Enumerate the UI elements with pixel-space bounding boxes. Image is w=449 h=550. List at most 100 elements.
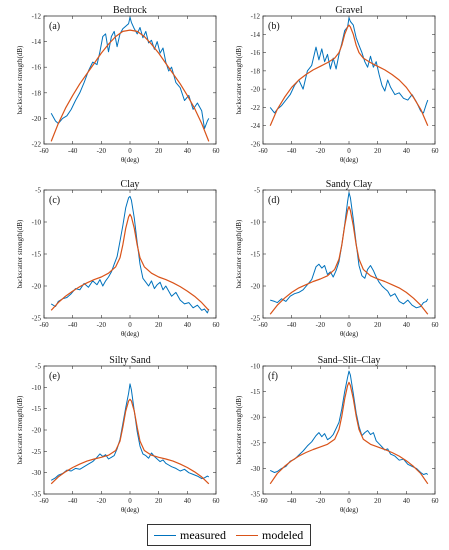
- y-tick-label: -16: [32, 64, 42, 72]
- chart-panel-3: -60 -40 -20 0 20 40 60 -25 -20 -15 -10 -5 Clay (c) θ(d…: [16, 179, 220, 338]
- chart-title: Silty Sand: [109, 355, 150, 366]
- panel-letter: (d): [268, 195, 280, 206]
- panel-letter: (c): [49, 195, 60, 206]
- chart-title: Sand–Slit–Clay: [318, 355, 381, 366]
- y-axis-label: backscatter strength(dB): [235, 45, 243, 114]
- x-tick-label: -60: [258, 321, 268, 329]
- series-line-measured: [50, 383, 210, 481]
- y-tick-label: -30: [32, 469, 42, 477]
- x-axis-label: θ(deg): [121, 506, 140, 514]
- y-tick-label: -10: [251, 219, 261, 227]
- plot-frame: [262, 15, 436, 145]
- series-line-modeled: [50, 29, 210, 142]
- x-tick-label: 0: [347, 147, 351, 155]
- y-tick-label: -12: [251, 13, 261, 21]
- x-tick-label: 60: [213, 147, 221, 155]
- x-tick-label: 40: [184, 321, 192, 329]
- chart-panel-4: -60 -40 -20 0 20 40 60 -25 -20 -15 -10 -5 Sandy Clay…: [235, 179, 439, 338]
- legend-measured-swatch: [154, 534, 176, 536]
- y-tick-label: -22: [32, 141, 42, 149]
- x-tick-label: -20: [316, 321, 326, 329]
- y-tick-label: -20: [32, 283, 42, 291]
- y-axis-label: backscatter strength(dB): [235, 219, 243, 288]
- x-axis-label: θ(deg): [121, 330, 140, 338]
- y-tick-label: -20: [251, 414, 261, 422]
- x-tick-label: 40: [403, 147, 411, 155]
- y-tick-label: -10: [32, 384, 42, 392]
- y-tick-label: -20: [251, 86, 261, 94]
- x-tick-label: -60: [39, 497, 49, 505]
- chart-panel-6: -60 -40 -20 0 20 40 60 -35 -30 -25 -20 -15 -10 Sand–S…: [235, 355, 439, 514]
- panel-letter: (e): [49, 371, 60, 382]
- y-tick-label: -25: [251, 439, 261, 447]
- y-tick-label: -20: [32, 427, 42, 435]
- panel-letter: (b): [268, 21, 280, 32]
- y-tick-label: -5: [35, 187, 41, 195]
- x-tick-label: -20: [97, 321, 107, 329]
- x-tick-label: 20: [374, 147, 382, 155]
- x-tick-label: -40: [287, 497, 297, 505]
- y-axis-label: backscatter strength(dB): [16, 219, 24, 288]
- x-tick-label: 20: [155, 147, 163, 155]
- x-axis-label: θ(deg): [340, 156, 359, 164]
- chart-title: Gravel: [335, 5, 362, 16]
- y-tick-label: -12: [32, 13, 42, 21]
- x-tick-label: 0: [128, 321, 132, 329]
- x-axis-label: θ(deg): [340, 506, 359, 514]
- legend-modeled-label: modeled: [261, 527, 304, 542]
- x-tick-label: 60: [432, 147, 440, 155]
- x-axis-label: θ(deg): [121, 156, 140, 164]
- x-tick-label: 20: [374, 497, 382, 505]
- y-tick-label: -10: [32, 219, 42, 227]
- x-tick-label: -60: [39, 321, 49, 329]
- plot-frame: [262, 365, 436, 495]
- x-tick-label: 60: [213, 321, 221, 329]
- chart-panel-2: -60 -40 -20 0 20 40 60 -26 -24 -22 -20 -18 -16 -14 -12…: [235, 5, 439, 164]
- y-tick-label: -35: [32, 491, 42, 499]
- plot-frame: [43, 365, 217, 495]
- chart-title: Sandy Clay: [326, 179, 372, 190]
- y-tick-label: -14: [32, 38, 42, 46]
- x-tick-label: -40: [68, 321, 78, 329]
- x-tick-label: 40: [184, 147, 192, 155]
- x-tick-label: 20: [155, 497, 163, 505]
- series-line-measured: [269, 370, 429, 475]
- y-tick-label: -10: [251, 363, 261, 371]
- y-tick-label: -26: [251, 141, 261, 149]
- x-tick-label: -40: [287, 321, 297, 329]
- y-tick-label: -25: [251, 315, 261, 323]
- x-tick-label: 40: [403, 321, 411, 329]
- x-tick-label: -60: [39, 147, 49, 155]
- y-tick-label: -15: [251, 388, 261, 396]
- x-tick-label: 0: [347, 321, 351, 329]
- x-tick-label: -40: [287, 147, 297, 155]
- x-tick-label: -60: [258, 147, 268, 155]
- x-tick-label: -20: [97, 147, 107, 155]
- x-tick-label: 0: [128, 147, 132, 155]
- y-tick-label: -15: [32, 251, 42, 259]
- x-tick-label: -20: [316, 497, 326, 505]
- y-tick-label: -20: [251, 283, 261, 291]
- chart-panel-5: -60 -40 -20 0 20 40 60 -35 -30 -25 -20 -15 -10 -5 Silt…: [16, 355, 220, 514]
- x-tick-label: 0: [347, 497, 351, 505]
- x-tick-label: -60: [258, 497, 268, 505]
- y-tick-label: -18: [251, 67, 261, 75]
- series-line-measured: [50, 195, 210, 314]
- x-tick-label: -20: [97, 497, 107, 505]
- series-line-measured: [270, 192, 429, 309]
- x-tick-label: 40: [403, 497, 411, 505]
- x-tick-label: -40: [68, 147, 78, 155]
- y-axis-label: backscatter strength(dB): [235, 395, 243, 464]
- x-tick-label: 20: [374, 321, 382, 329]
- x-tick-label: -20: [316, 147, 326, 155]
- y-tick-label: -30: [251, 465, 261, 473]
- series-line-modeled: [50, 213, 210, 311]
- legend: measured modeled: [147, 524, 311, 546]
- series-line-modeled: [269, 381, 429, 485]
- x-tick-label: 0: [128, 497, 132, 505]
- series-line-measured: [50, 16, 210, 130]
- chart-title: Bedrock: [113, 5, 147, 16]
- y-tick-label: -16: [251, 49, 261, 57]
- plot-frame: [43, 189, 217, 319]
